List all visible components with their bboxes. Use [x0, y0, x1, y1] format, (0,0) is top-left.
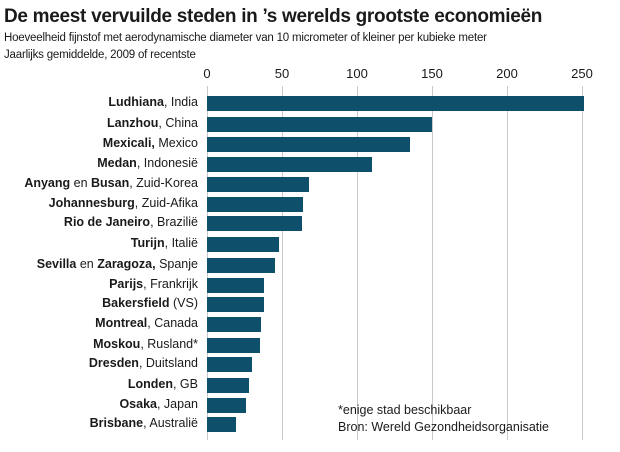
bar-label: Lanzhou, China — [107, 116, 198, 130]
bar-label: Brisbane, Australië — [90, 416, 198, 430]
city-name: Medan — [97, 156, 137, 170]
city-name: Parijs — [109, 277, 144, 291]
bar — [207, 278, 264, 293]
x-tick-label: 200 — [496, 66, 518, 81]
bar-label: Londen, GB — [128, 377, 198, 391]
gridline — [357, 86, 358, 440]
bar-label: Montreal, Canada — [95, 316, 198, 330]
gridline — [582, 86, 583, 440]
city-name: Busan — [91, 176, 130, 190]
footnote-note: *enige stad beschikbaar — [338, 403, 472, 417]
chart-subtitle-period: Jaarlijks gemiddelde, 2009 of recentste — [4, 49, 196, 61]
chart-subtitle: Hoeveelheid fijnstof met aerodynamische … — [4, 32, 487, 44]
bar-label: Osaka, Japan — [119, 397, 198, 411]
bar — [207, 96, 584, 111]
city-name: Londen — [127, 377, 173, 391]
bar-label: Bakersfield (VS) — [102, 296, 198, 310]
city-name: Mexicali, — [102, 136, 155, 150]
country-name: Spanje — [155, 257, 198, 271]
x-tick-label: 150 — [421, 66, 443, 81]
city-name: Osaka — [119, 397, 157, 411]
bar — [207, 338, 260, 353]
country-name: , Australië — [143, 416, 198, 430]
city-name: Zaragoza, — [97, 257, 156, 271]
country-name: , Japan — [156, 397, 198, 411]
bar — [207, 258, 275, 273]
bar-label: Turijn, Italië — [131, 236, 198, 250]
gridline — [282, 86, 283, 440]
city-name: Moskou — [93, 337, 141, 351]
bar — [207, 137, 410, 152]
bar-label: Moskou, Rusland* — [93, 337, 198, 351]
x-tick-label: 0 — [203, 66, 211, 81]
bar-label: Rio de Janeiro, Brazilië — [64, 215, 198, 229]
gridline — [507, 86, 508, 440]
chart-title: De meest vervuilde steden in ’s werelds … — [4, 6, 543, 27]
conjunction: en — [70, 176, 92, 190]
bar-label: Johannesburg, Zuid-Afika — [49, 196, 198, 210]
country-name: , China — [158, 116, 198, 130]
bar — [207, 297, 264, 312]
city-name: Turijn — [130, 236, 165, 250]
city-name: Johannesburg — [48, 196, 135, 210]
bar — [207, 417, 236, 432]
bar-label: Anyang en Busan, Zuid-Korea — [24, 176, 198, 190]
city-name: Sevilla — [36, 257, 77, 271]
country-name: , Frankrijk — [143, 277, 198, 291]
city-name: Rio de Janeiro — [63, 215, 151, 229]
city-name: Anyang — [24, 176, 71, 190]
country-name: , India — [163, 95, 198, 109]
city-name: Ludhiana — [108, 95, 164, 109]
country-name: , Rusland* — [140, 337, 198, 351]
country-name: , Indonesië — [136, 156, 198, 170]
city-name: Dresden — [88, 356, 139, 370]
country-name: , Canada — [147, 316, 198, 330]
city-name: Montreal — [95, 316, 148, 330]
bar-label: Dresden, Duitsland — [89, 356, 198, 370]
bar-label: Parijs, Frankrijk — [109, 277, 198, 291]
bar — [207, 197, 303, 212]
gridline — [432, 86, 433, 440]
city-name: Bakersfield — [102, 296, 170, 310]
bar-label: Mexicali, Mexico — [103, 136, 198, 150]
bar — [207, 216, 302, 231]
country-name: , Italië — [164, 236, 198, 250]
x-tick-label: 100 — [346, 66, 368, 81]
bar — [207, 357, 252, 372]
bar — [207, 237, 279, 252]
country-name: , Zuid-Afika — [134, 196, 198, 210]
x-tick-label: 50 — [274, 66, 290, 81]
city-name: Lanzhou — [107, 116, 159, 130]
bar — [207, 117, 432, 132]
x-tick-label: 250 — [571, 66, 593, 81]
country-name: , Zuid-Korea — [129, 176, 198, 190]
country-name: (VS) — [169, 296, 198, 310]
country-name: , GB — [172, 377, 198, 391]
city-name: Brisbane — [89, 416, 144, 430]
country-name: Mexico — [154, 136, 198, 150]
bar-label: Ludhiana, India — [108, 95, 198, 109]
bar — [207, 157, 372, 172]
country-name: , Duitsland — [138, 356, 198, 370]
bar — [207, 177, 309, 192]
bar-label: Medan, Indonesië — [97, 156, 198, 170]
country-name: , Brazilië — [150, 215, 198, 229]
bar — [207, 378, 249, 393]
footnote-source: Bron: Wereld Gezondheidsorganisatie — [338, 420, 550, 434]
bar-label: Sevilla en Zaragoza, Spanje — [37, 257, 198, 271]
conjunction: en — [76, 257, 98, 271]
bar — [207, 398, 246, 413]
bar — [207, 317, 261, 332]
